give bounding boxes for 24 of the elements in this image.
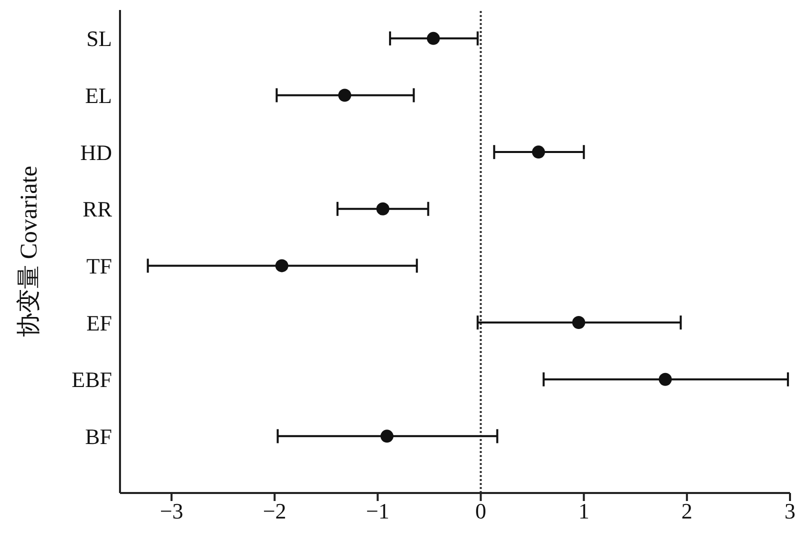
point <box>275 259 288 272</box>
y-tick-label: SL <box>86 26 112 52</box>
x-tick-label: 2 <box>681 498 692 524</box>
x-tick-label: 3 <box>784 498 796 524</box>
y-tick-label: HD <box>80 140 112 165</box>
point <box>658 372 672 386</box>
y-tick-label: EF <box>86 310 112 336</box>
x-tick-label: −1 <box>366 498 390 524</box>
point <box>380 430 394 443</box>
x-tick-label: 1 <box>578 498 590 524</box>
x-tick-label: 0 <box>475 498 486 524</box>
x-tick-label: −2 <box>262 498 286 524</box>
y-tick-label: EBF <box>72 367 112 392</box>
point <box>532 146 545 159</box>
point <box>338 88 352 102</box>
y-tick-label: TF <box>86 254 112 279</box>
y-axis-title: 协变量 Covariate <box>16 166 43 338</box>
y-tick-label: RR <box>82 196 112 222</box>
x-tick-label: −3 <box>160 498 184 524</box>
point <box>572 316 586 330</box>
point <box>426 32 440 45</box>
y-tick-label: EL <box>85 83 112 108</box>
point <box>376 202 390 216</box>
y-tick-label: BF <box>85 424 112 449</box>
